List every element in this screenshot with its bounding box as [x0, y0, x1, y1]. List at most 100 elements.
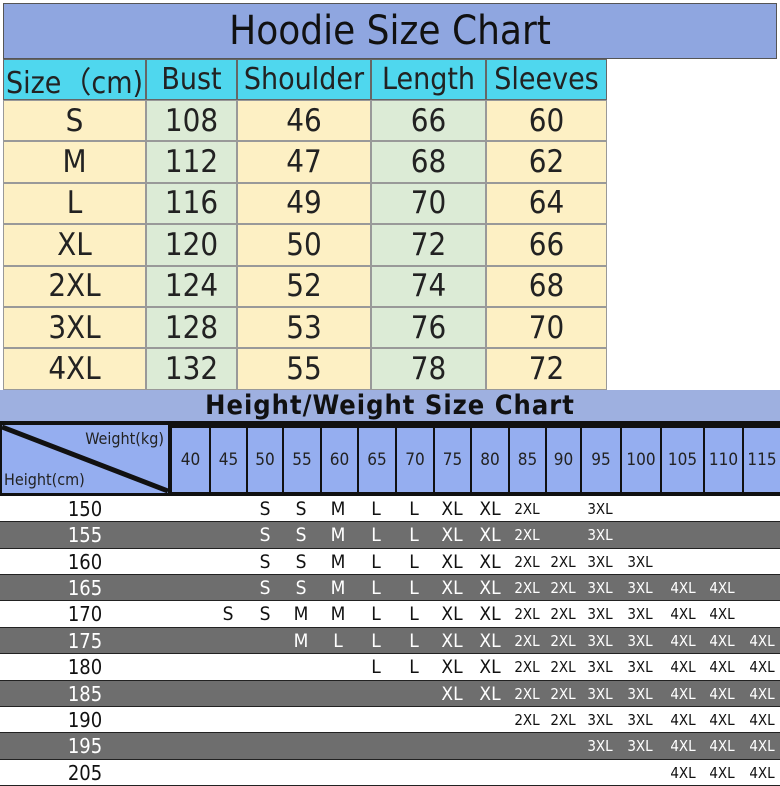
size-value: 4XL: [749, 710, 775, 729]
size-cell: 68: [371, 141, 486, 183]
size-value: S: [295, 524, 307, 547]
size-value: 4XL: [709, 763, 735, 782]
size-value: 4XL: [670, 737, 696, 756]
size-cell: 50: [237, 224, 371, 266]
size-cell: 132: [146, 348, 237, 390]
size-cell: 72: [371, 224, 486, 266]
size-cell: 46: [237, 100, 371, 142]
size-value: L: [409, 656, 419, 679]
size-value: 2XL: [550, 579, 576, 598]
size-cell: 128: [146, 307, 237, 349]
size-cell: 4XL: [3, 348, 146, 390]
table-row: 180 L L XL XL 2XL 2XL 3XL 3XL 4XL 4XL 4XL: [0, 654, 780, 681]
size-value: XL: [479, 682, 501, 705]
table-row: 165 S S M L L XL XL 2XL 2XL 3XL 3XL 4XL 4XL: [0, 575, 780, 602]
size-cell: 47: [237, 141, 371, 183]
size-value: L: [409, 550, 419, 573]
weight-header-70: 70: [397, 428, 433, 492]
size-value: 4XL: [709, 579, 735, 598]
size-cell: 53: [237, 307, 371, 349]
size-value: 4XL: [709, 631, 735, 650]
size-cell: 3XL: [3, 307, 146, 349]
size-value: 4XL: [709, 605, 735, 624]
size-value: 2XL: [514, 631, 540, 650]
header-3: Length: [371, 59, 486, 100]
size-value: XL: [479, 629, 501, 652]
size-value: 2XL: [550, 710, 576, 729]
table-row: 170 S S M M L L XL XL 2XL 2XL 3XL 3XL 4XL 4XL: [0, 601, 780, 628]
size-value: 4XL: [670, 684, 696, 703]
height-value: 155: [67, 523, 103, 548]
weight-header-95: 95: [582, 428, 620, 492]
size-value: XL: [441, 498, 463, 520]
size-value: 4XL: [749, 658, 775, 677]
size-value: 4XL: [670, 631, 696, 650]
weight-header-50: 50: [248, 428, 282, 492]
weight-header-110: 110: [705, 428, 742, 492]
size-value: 4XL: [749, 763, 775, 782]
weight-header-65: 65: [359, 428, 395, 492]
size-value: 4XL: [670, 605, 696, 624]
size-value: L: [371, 524, 381, 547]
size-cell: 112: [146, 141, 237, 183]
size-value: XL: [441, 524, 463, 547]
size-value: 3XL: [587, 631, 613, 650]
height-value: 205: [67, 760, 103, 785]
height-value: 180: [67, 655, 103, 680]
size-value: M: [293, 603, 309, 626]
size-cell: 66: [486, 224, 607, 266]
size-value: XL: [441, 603, 463, 626]
header-2: Shoulder: [237, 59, 371, 100]
height-value: 175: [67, 628, 103, 653]
size-value: S: [259, 577, 271, 600]
size-value: 2XL: [550, 684, 576, 703]
size-value: 2XL: [550, 658, 576, 677]
size-value: XL: [441, 656, 463, 679]
size-cell: 55: [237, 348, 371, 390]
size-value: 3XL: [627, 710, 653, 729]
size-value: 2XL: [514, 710, 540, 729]
size-value: 3XL: [627, 631, 653, 650]
size-value: 3XL: [627, 737, 653, 756]
size-value: XL: [479, 498, 501, 520]
size-value: XL: [441, 577, 463, 600]
hw-chart-title: Height/Weight Size Chart: [0, 390, 780, 421]
size-cell: 74: [371, 265, 486, 307]
size-value: 2XL: [514, 552, 540, 571]
size-cell: 68: [486, 265, 607, 307]
height-value: 160: [67, 549, 103, 574]
size-value: L: [371, 498, 381, 520]
table-row: 175 M L L L XL XL 2XL 2XL 3XL 3XL 4XL 4XL 4XL: [0, 627, 780, 655]
size-value: 3XL: [587, 526, 613, 545]
size-value: 3XL: [587, 710, 613, 729]
size-value: 2XL: [550, 605, 576, 624]
size-value: S: [295, 498, 307, 520]
size-value: L: [409, 577, 419, 600]
size-cell: XL: [3, 224, 146, 266]
weight-header-100: 100: [622, 428, 660, 492]
size-cell: M: [3, 141, 146, 183]
size-value: XL: [479, 656, 501, 679]
size-value: S: [259, 550, 271, 573]
size-value: 3XL: [587, 500, 613, 518]
size-cell: 124: [146, 265, 237, 307]
size-cell: 64: [486, 182, 607, 225]
size-value: 2XL: [514, 658, 540, 677]
size-cell: 2XL: [3, 265, 146, 307]
size-cell: 76: [371, 307, 486, 349]
height-value: 185: [67, 681, 103, 706]
weight-header-40: 40: [172, 428, 209, 492]
size-value: 2XL: [514, 684, 540, 703]
size-value: 4XL: [749, 737, 775, 756]
table-row: 205 4XL 4XL 4XL: [0, 759, 780, 786]
size-value: L: [371, 577, 381, 600]
size-value: 4XL: [749, 684, 775, 703]
size-value: L: [409, 498, 419, 520]
size-cell: 72: [486, 348, 607, 390]
weight-header-55: 55: [284, 428, 320, 492]
header-1: Bust: [146, 59, 237, 100]
size-value: 2XL: [514, 579, 540, 598]
size-value: M: [330, 603, 346, 626]
header-0: Size（cm): [3, 59, 146, 101]
weight-header-60: 60: [322, 428, 357, 492]
